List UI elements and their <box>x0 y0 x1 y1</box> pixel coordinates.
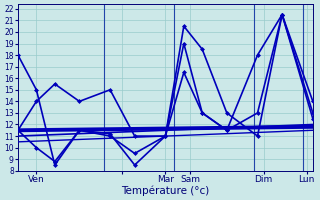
X-axis label: Température (°c): Température (°c) <box>121 185 210 196</box>
